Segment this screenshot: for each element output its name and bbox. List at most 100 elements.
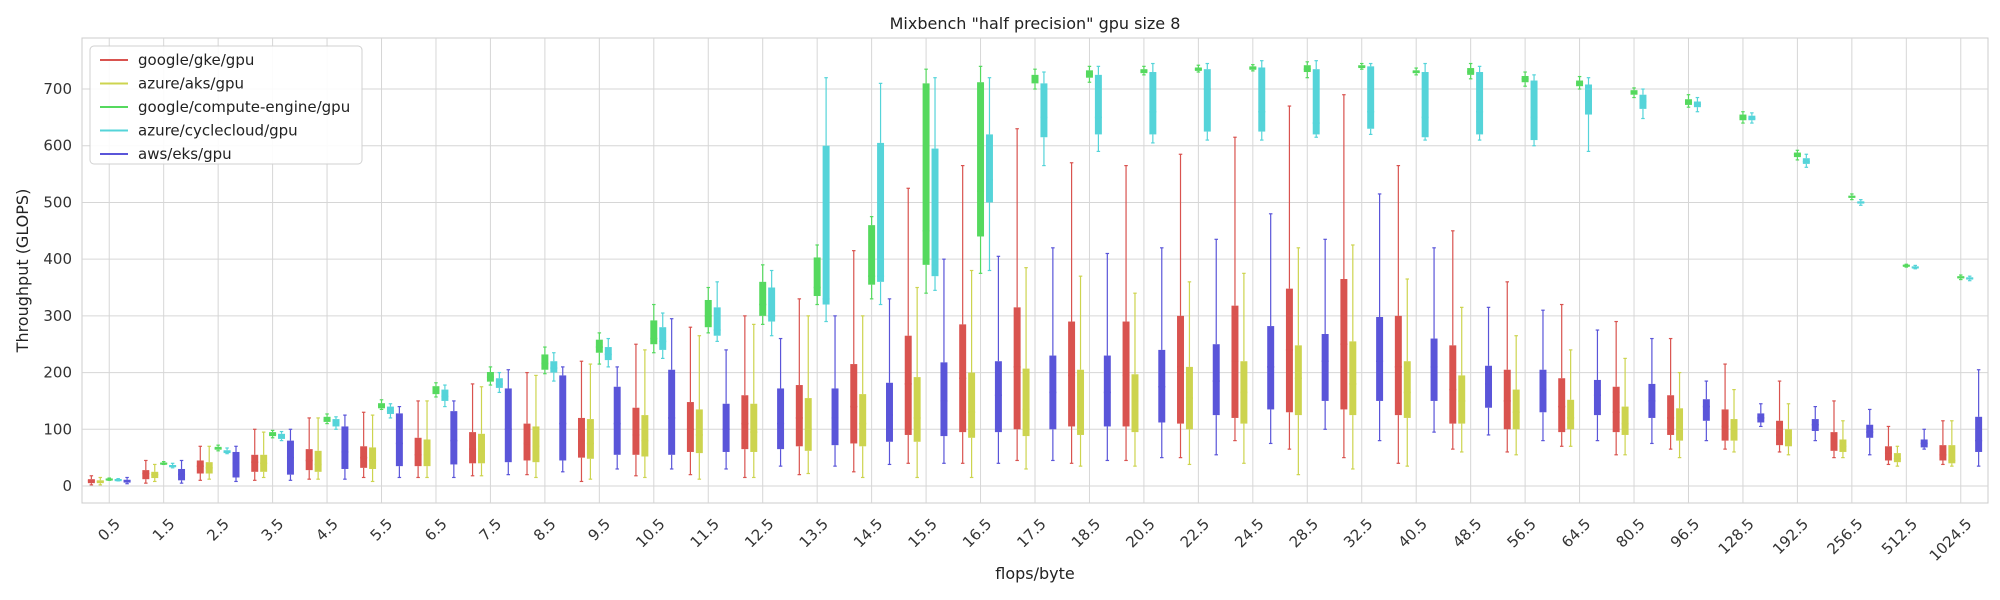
x-tick-label: 512.5 (1878, 515, 1921, 558)
box-mark (904, 187, 912, 464)
box-series (87, 60, 1983, 486)
y-tick-label: 0 (62, 477, 72, 495)
box-mark (214, 444, 222, 452)
x-tick-label: 24.5 (1231, 515, 1267, 551)
box-mark (604, 337, 612, 368)
legend-item[interactable]: aws/eks/gpu (100, 145, 232, 163)
box-mark (1403, 278, 1411, 467)
box-mark (1667, 337, 1675, 450)
box-mark (1049, 247, 1057, 462)
box-iqr (922, 83, 930, 265)
box-mark (1185, 281, 1193, 466)
box-mark (968, 269, 976, 479)
box-iqr (1530, 80, 1538, 141)
x-tick-label: 1.5 (149, 515, 179, 545)
box-iqr (977, 82, 985, 237)
x-tick-label: 0.5 (94, 515, 124, 545)
box-mark (777, 337, 785, 467)
box-mark (1530, 74, 1538, 147)
box-mark (613, 366, 621, 470)
box-iqr (369, 447, 377, 469)
box-mark (114, 478, 122, 482)
box-mark (1103, 252, 1111, 462)
box-mark (142, 459, 150, 484)
box-mark (750, 323, 758, 479)
box-mark (1839, 420, 1847, 459)
box-iqr (1312, 69, 1320, 135)
box-iqr (750, 403, 758, 452)
box-iqr (695, 409, 703, 454)
box-mark (1249, 64, 1257, 72)
legend-item[interactable]: azure/cyclecloud/gpu (100, 122, 298, 140)
box-mark (831, 315, 839, 467)
x-tick-label: 128.5 (1715, 515, 1758, 558)
x-tick-label: 7.5 (476, 515, 506, 545)
box-iqr (1094, 74, 1102, 135)
x-tick-label: 11.5 (687, 515, 723, 551)
x-tick-label: 80.5 (1612, 515, 1648, 551)
box-mark (1294, 247, 1302, 476)
box-mark (423, 400, 431, 479)
box-mark (1267, 213, 1275, 445)
x-tick-label: 14.5 (850, 515, 886, 551)
box-mark (441, 384, 449, 408)
y-tick-label: 100 (43, 420, 72, 438)
box-mark (922, 68, 930, 294)
box-mark (1258, 60, 1266, 141)
legend-item[interactable]: google/gke/gpu (100, 51, 254, 69)
box-mark (1639, 88, 1647, 120)
box-mark (469, 383, 477, 477)
box-mark (994, 255, 1002, 464)
box-mark (1685, 94, 1692, 108)
box-mark (868, 216, 876, 300)
box-mark (877, 82, 885, 306)
box-iqr (868, 225, 876, 285)
y-tick-label: 700 (43, 80, 72, 98)
legend-item[interactable]: azure/aks/gpu (100, 75, 244, 93)
box-mark (1539, 309, 1547, 442)
x-tick-label: 28.5 (1286, 515, 1322, 551)
box-iqr (1593, 379, 1601, 416)
box-mark (804, 315, 812, 475)
box-iqr (332, 419, 340, 427)
box-mark (1240, 272, 1248, 464)
box-mark (1567, 349, 1575, 447)
box-mark (1149, 62, 1157, 144)
box-mark (1576, 75, 1584, 90)
box-mark (1757, 403, 1765, 428)
box-mark (1748, 112, 1756, 124)
legend-label: azure/aks/gpu (138, 75, 244, 93)
box-mark (559, 366, 567, 473)
box-mark (495, 371, 503, 394)
box-mark (813, 244, 821, 306)
box-iqr (904, 335, 912, 435)
box-mark (123, 476, 131, 485)
box-mark (1957, 274, 1965, 281)
box-mark (1412, 67, 1420, 76)
box-mark (1793, 149, 1801, 161)
legend-item[interactable]: google/compute-engine/gpu (100, 98, 350, 116)
box-iqr (759, 281, 767, 316)
box-iqr (1449, 345, 1457, 424)
box-mark (1485, 306, 1493, 436)
x-tick-label: 64.5 (1558, 515, 1594, 551)
box-mark (269, 429, 277, 439)
series-1 (96, 244, 1956, 486)
legend-frame (89, 45, 363, 165)
box-iqr (1667, 395, 1675, 435)
legend-label: aws/eks/gpu (138, 145, 232, 163)
box-mark (105, 477, 113, 481)
box-mark (1503, 281, 1511, 453)
box-iqr (1421, 72, 1429, 138)
box-mark (959, 164, 967, 464)
box-mark (360, 411, 368, 479)
box-mark (1730, 388, 1738, 453)
box-iqr (1212, 344, 1220, 416)
box-mark (1285, 105, 1293, 450)
box-iqr (604, 347, 612, 361)
box-iqr (795, 385, 803, 447)
x-tick-label: 12.5 (741, 515, 777, 551)
y-tick-label: 600 (43, 137, 72, 155)
box-iqr (1040, 83, 1048, 138)
chart-legend[interactable]: google/gke/gpu azure/aks/gpu google/comput… (89, 45, 363, 165)
